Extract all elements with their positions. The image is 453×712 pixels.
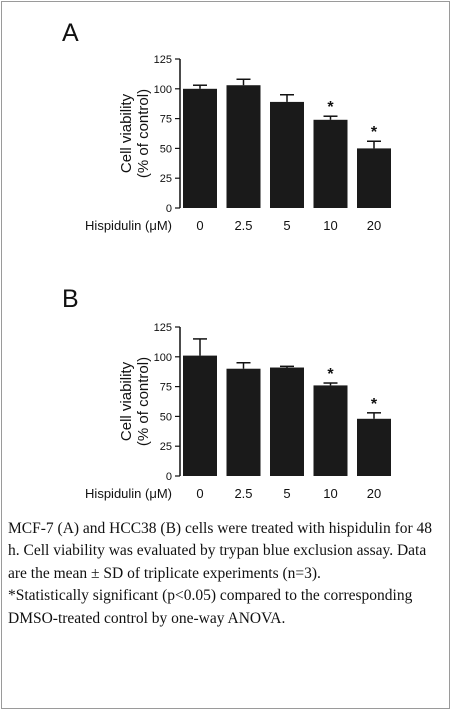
- bar: [357, 418, 391, 476]
- x-category-label: 0: [196, 486, 203, 501]
- y-tick-label: 25: [160, 173, 172, 185]
- bar: [270, 101, 304, 208]
- bar: [226, 368, 261, 476]
- y-tick-label: 0: [166, 203, 172, 215]
- x-category-label: 5: [283, 218, 290, 233]
- x-category-label: 0: [196, 218, 203, 233]
- y-tick-label: 75: [160, 382, 172, 394]
- significance-marker: *: [327, 366, 334, 383]
- y-tick-label: 0: [166, 471, 172, 483]
- figure-caption: MCF-7 (A) and HCC38 (B) cells were treat…: [8, 518, 446, 630]
- x-axis-label: Hispidulin (μM): [85, 486, 172, 501]
- x-axis-label: Hispidulin (μM): [85, 218, 172, 233]
- caption-note: *Statistically significant (p<0.05) comp…: [8, 587, 413, 627]
- x-category-label: 20: [367, 218, 381, 233]
- x-category-label: 5: [283, 486, 290, 501]
- y-tick-label: 125: [154, 322, 172, 334]
- bar: [270, 367, 304, 476]
- y-tick-label: 50: [160, 411, 172, 423]
- x-category-label: 2.5: [234, 486, 252, 501]
- y-axis-label: (% of control): [135, 357, 152, 446]
- panel-label-b: B: [62, 285, 79, 313]
- bar: [357, 148, 391, 208]
- y-axis-label: (% of control): [135, 89, 152, 178]
- bar: [226, 85, 261, 208]
- y-tick-label: 25: [160, 441, 172, 453]
- y-tick-label: 100: [154, 352, 172, 364]
- y-tick-label: 75: [160, 114, 172, 126]
- bar: [183, 355, 217, 476]
- y-tick-label: 125: [154, 54, 172, 66]
- y-tick-label: 50: [160, 143, 172, 155]
- panel-label-a: A: [62, 19, 79, 47]
- caption-main: MCF-7 (A) and HCC38 (B) cells were treat…: [8, 520, 433, 582]
- bar: [313, 385, 348, 476]
- bar: [313, 119, 348, 208]
- x-category-label: 10: [323, 218, 337, 233]
- x-category-label: 20: [367, 486, 381, 501]
- y-axis-label: Cell viability: [118, 361, 135, 441]
- significance-marker: *: [371, 396, 378, 413]
- significance-marker: *: [371, 124, 378, 141]
- x-category-label: 10: [323, 486, 337, 501]
- significance-marker: *: [327, 99, 334, 116]
- x-category-label: 2.5: [234, 218, 252, 233]
- bar: [183, 88, 217, 208]
- y-tick-label: 100: [154, 84, 172, 96]
- y-axis-label: Cell viability: [118, 93, 135, 173]
